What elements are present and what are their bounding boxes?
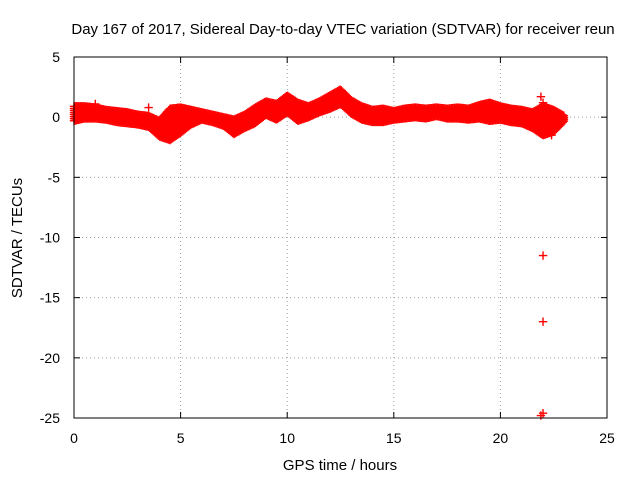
outlier-point-marker	[538, 251, 548, 260]
x-axis-label: GPS time / hours	[283, 457, 397, 474]
y-tick-label: -25	[40, 410, 60, 426]
x-tick-label: 15	[386, 430, 402, 446]
x-tick-label: 10	[279, 430, 295, 446]
chart-title: Day 167 of 2017, Sidereal Day-to-day VTE…	[71, 21, 614, 38]
data-point-layer	[69, 85, 569, 420]
outlier-point-marker	[91, 99, 100, 109]
outlier-point-marker	[538, 98, 548, 107]
y-tick-label: 0	[52, 109, 60, 125]
data-point-marker	[559, 111, 569, 120]
outlier-point-marker	[538, 317, 548, 326]
x-tick-label: 25	[599, 430, 615, 446]
x-tick-label: 0	[70, 430, 78, 446]
y-tick-label: 5	[52, 49, 60, 65]
y-tick-label: -10	[40, 230, 60, 246]
outlier-point-marker	[144, 103, 153, 112]
x-tick-label: 20	[493, 430, 509, 446]
y-tick-label: -20	[40, 350, 60, 366]
plot-frame	[73, 56, 608, 419]
y-tick-label: -15	[40, 290, 60, 306]
y-tick-label: -5	[48, 169, 61, 185]
y-axis-label: SDTVAR / TECUs	[9, 178, 26, 298]
tick-label-layer: 0 5 10 15 20 25 5 0 -5 -10 -15 -20 -25	[40, 49, 615, 446]
x-tick-label: 5	[177, 430, 185, 446]
outlier-point-marker	[536, 92, 546, 101]
outlier-point-marker	[547, 131, 556, 140]
